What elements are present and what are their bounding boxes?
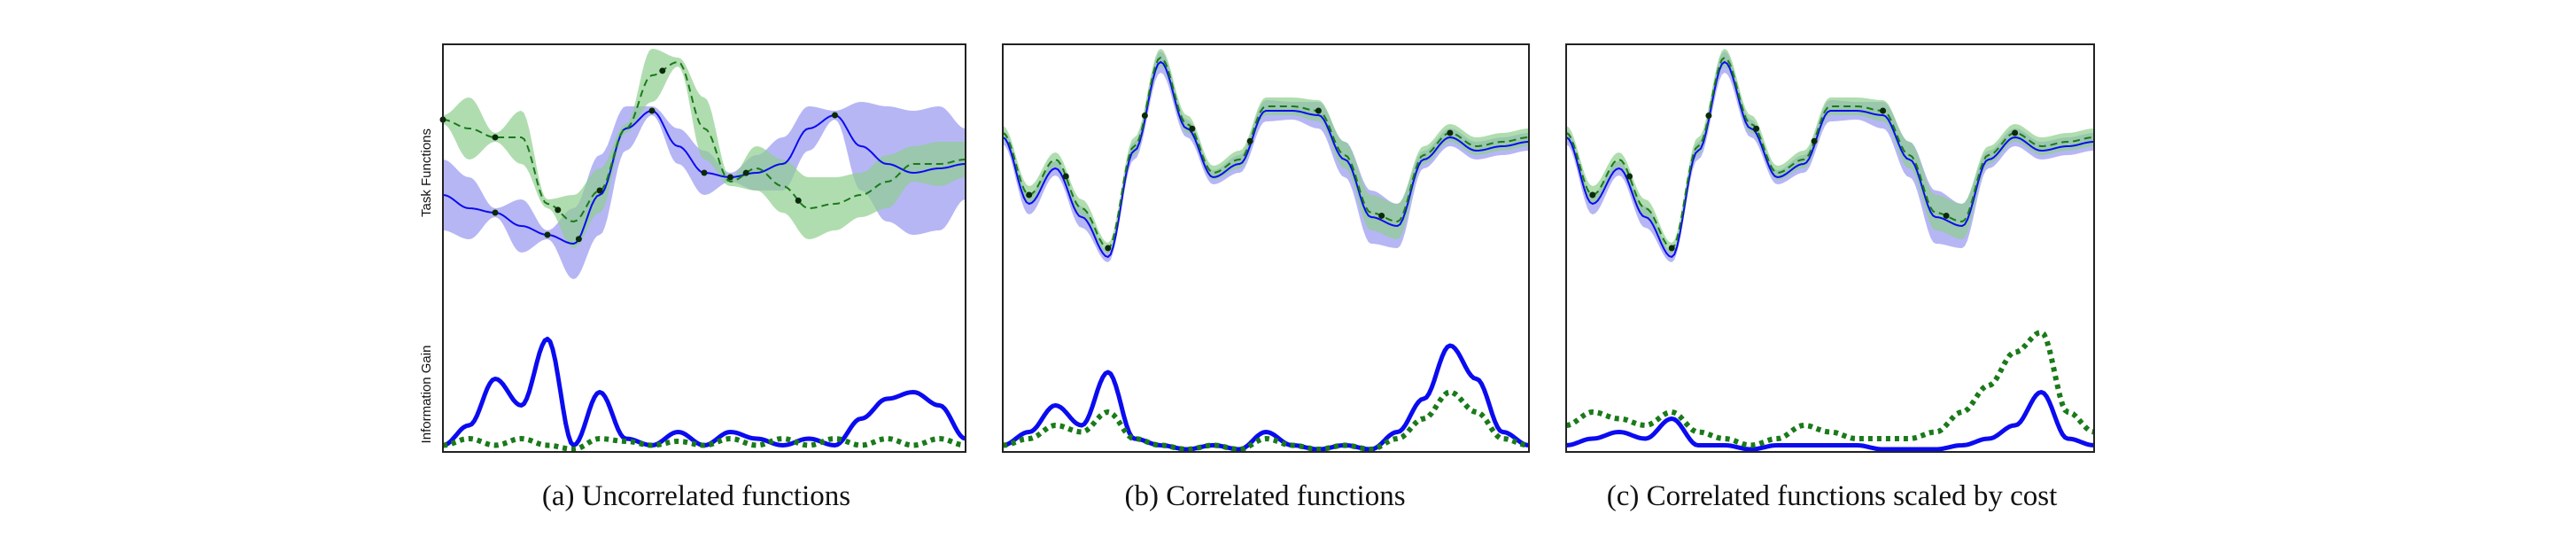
observation-point xyxy=(1811,137,1818,144)
blue-information-gain-line xyxy=(1565,390,2095,452)
blue-confidence-band xyxy=(1566,51,2094,262)
green-information-gain-line xyxy=(442,436,966,452)
observation-point xyxy=(742,169,749,176)
observation-point xyxy=(575,236,582,243)
panel-b xyxy=(1002,43,1530,453)
observation-point xyxy=(795,197,802,204)
green-information-gain-line xyxy=(1565,330,2095,448)
caption-c: (c) Correlated functions scaled by cost xyxy=(1607,480,2058,512)
green-mean-line xyxy=(1565,56,2095,250)
plot-frame xyxy=(1565,43,2095,453)
observation-point xyxy=(1626,173,1633,180)
blue-information-gain-line xyxy=(442,337,966,448)
plot-frame xyxy=(1002,43,1530,453)
observation-point xyxy=(1315,107,1322,114)
observation-point xyxy=(1880,107,1887,114)
observation-point xyxy=(832,112,838,119)
panel-a xyxy=(439,43,966,453)
observation-point xyxy=(596,187,603,194)
observation-point xyxy=(1668,245,1675,252)
green-confidence-band xyxy=(1003,49,1529,253)
blue-mean-line xyxy=(1565,60,2095,259)
green-confidence-band xyxy=(1566,49,2094,253)
observation-point xyxy=(1447,129,1454,136)
blue-information-gain-line xyxy=(1002,343,1530,452)
observation-point xyxy=(1062,173,1069,180)
green-mean-line xyxy=(1002,56,1530,250)
caption-a: (a) Uncorrelated functions xyxy=(542,480,850,512)
observation-point xyxy=(492,134,499,141)
observation-point xyxy=(1378,212,1385,219)
observation-point xyxy=(659,67,666,74)
observation-point xyxy=(555,206,562,214)
observation-point xyxy=(648,107,656,114)
observation-point xyxy=(1943,212,1950,219)
green-confidence-band xyxy=(443,49,966,248)
observation-point xyxy=(1189,125,1196,132)
observation-point xyxy=(1589,191,1596,198)
panel-c xyxy=(1565,43,2095,453)
y-label-task-functions: Task Functions xyxy=(419,128,434,217)
observation-point xyxy=(544,231,551,238)
observation-point xyxy=(1105,245,1112,252)
green-mean-line xyxy=(442,60,966,223)
observation-point xyxy=(1026,191,1033,198)
green-information-gain-line xyxy=(1002,389,1530,452)
y-label-information-gain: Information Gain xyxy=(419,346,434,444)
observation-point xyxy=(1753,125,1760,132)
observation-point xyxy=(727,174,733,181)
observation-point xyxy=(1246,137,1253,144)
observation-point xyxy=(492,209,499,216)
caption-b: (b) Correlated functions xyxy=(1124,480,1405,512)
blue-mean-line xyxy=(1002,60,1530,259)
plot-frame xyxy=(442,43,966,453)
observation-point xyxy=(2012,129,2019,136)
observation-point xyxy=(1141,112,1148,119)
observation-point xyxy=(1705,112,1712,119)
observation-point xyxy=(701,169,708,176)
blue-confidence-band xyxy=(1003,51,1529,262)
